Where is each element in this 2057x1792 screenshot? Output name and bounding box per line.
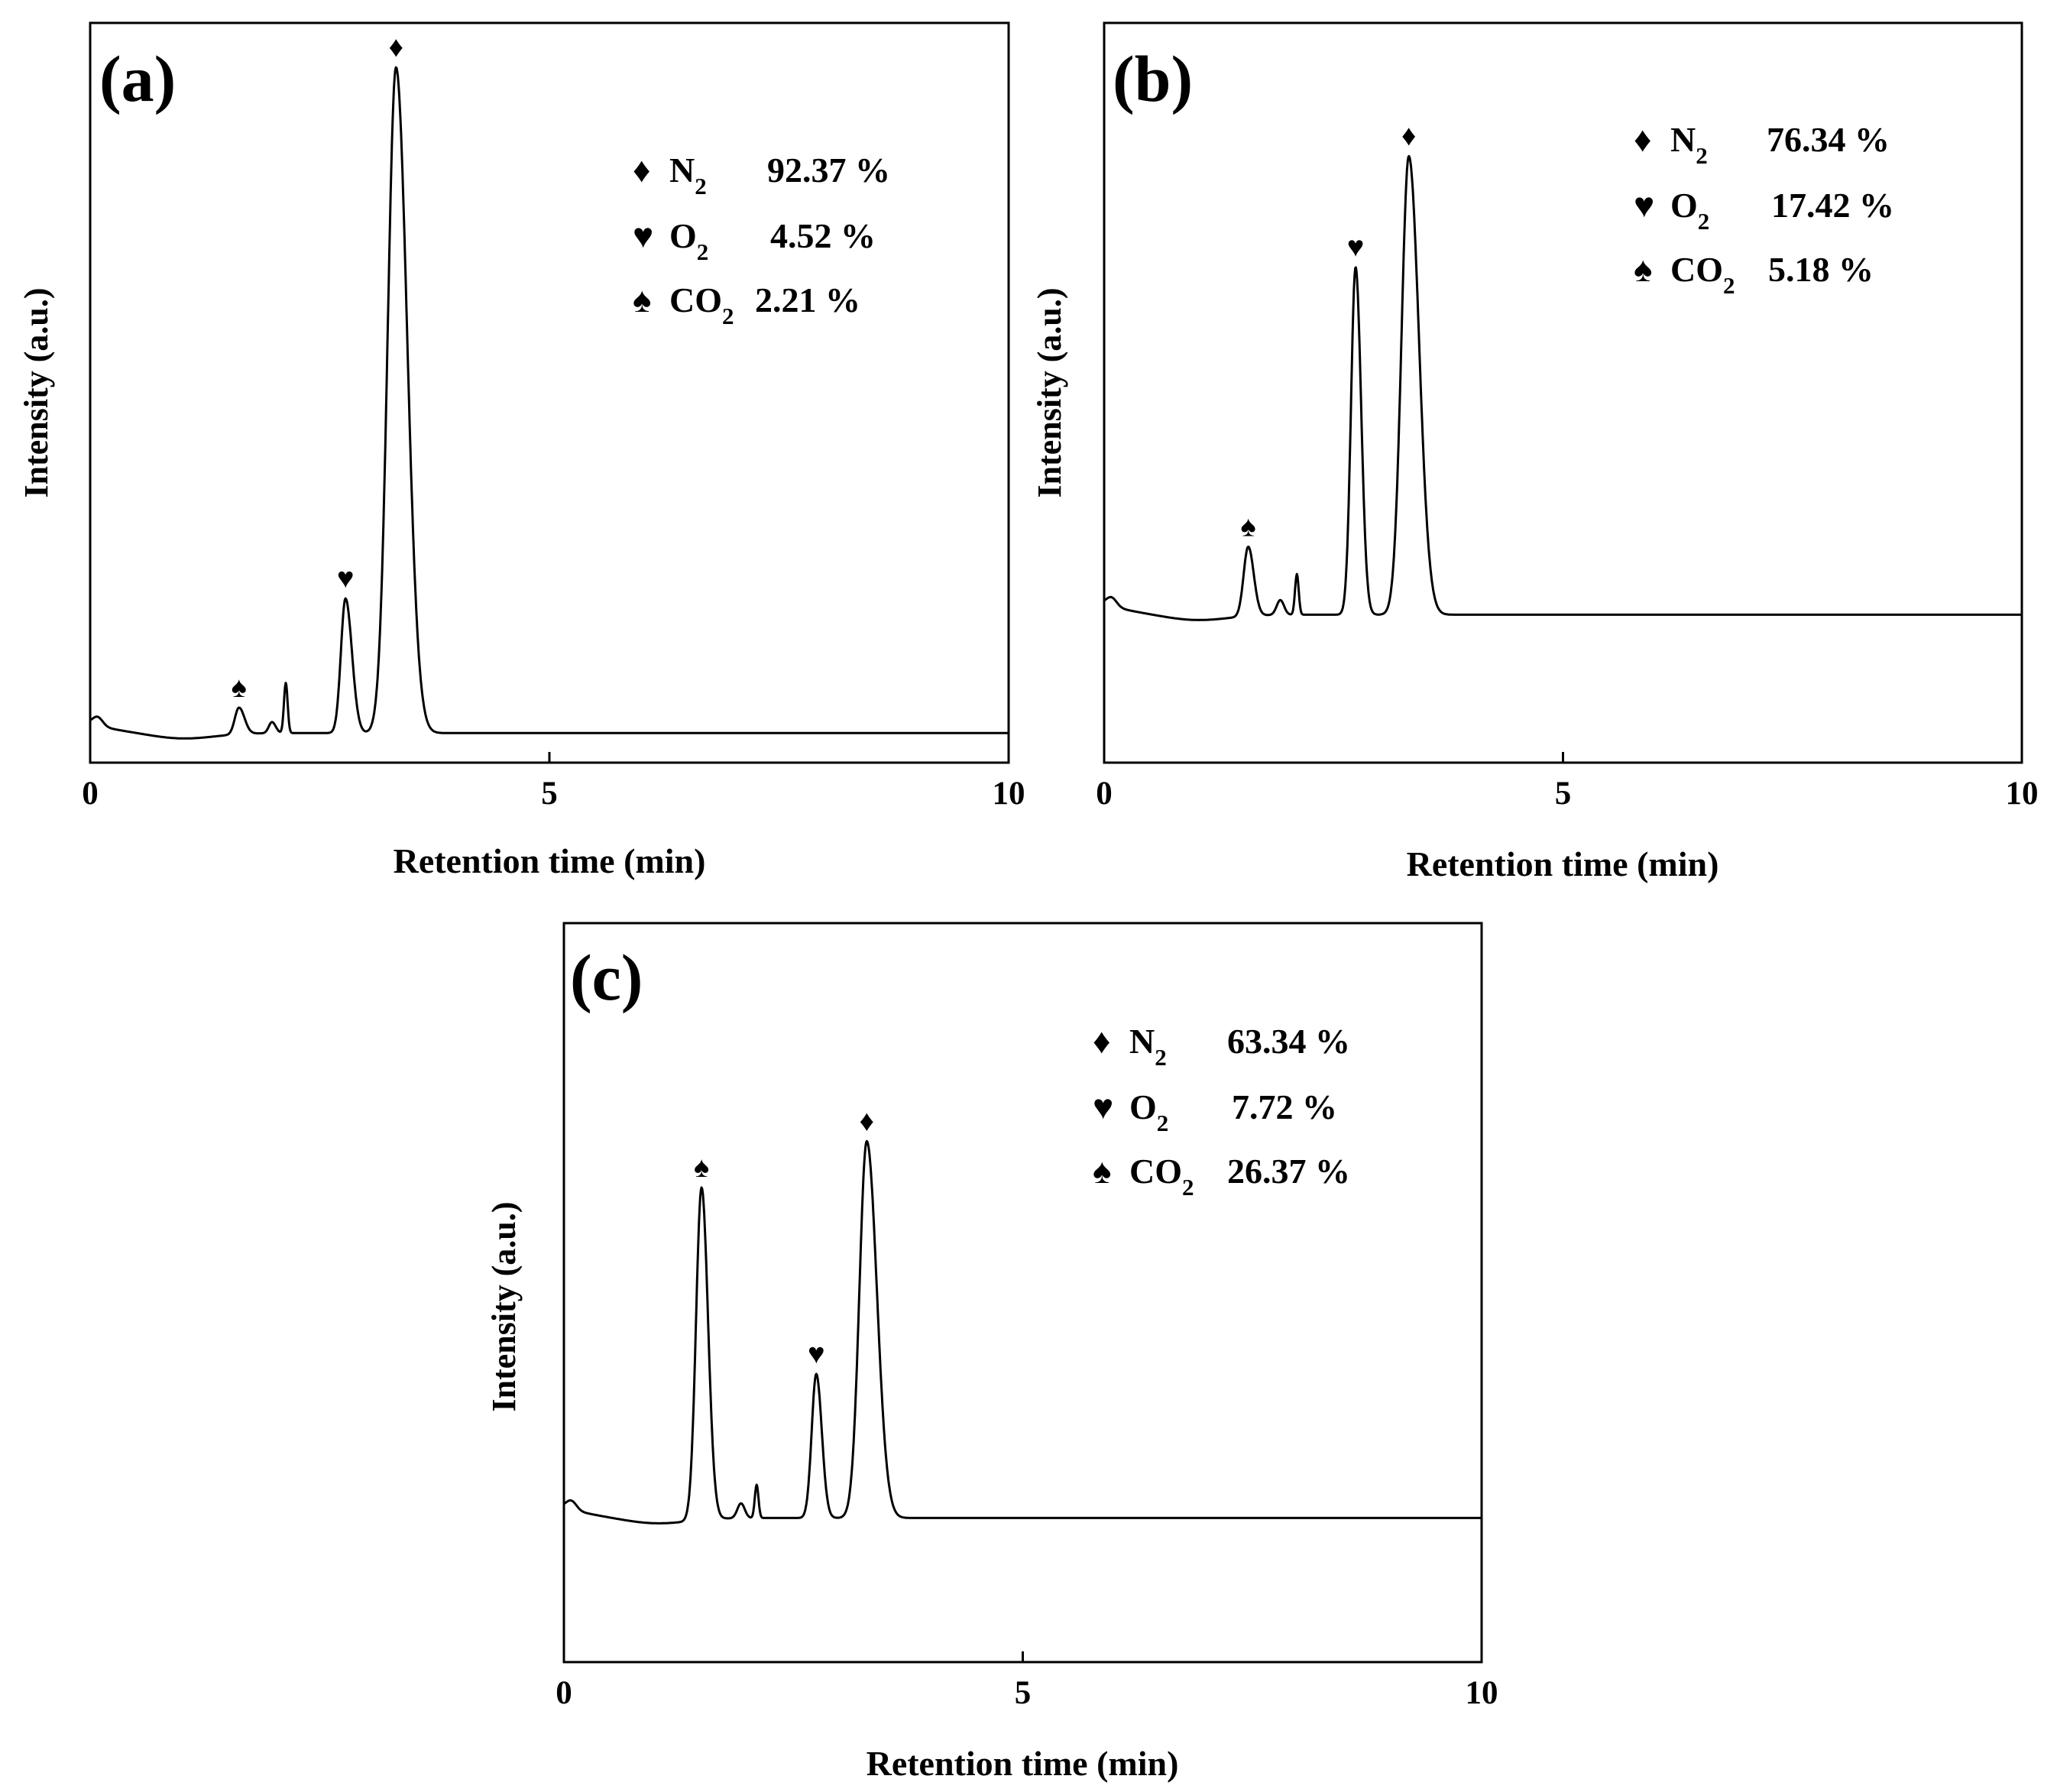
x-tick-label: 5 xyxy=(1015,1675,1032,1711)
y-axis-label: Intensity (a.u.) xyxy=(485,1201,523,1411)
chromatogram-trace xyxy=(89,66,1009,740)
legend-gas: CO2 xyxy=(669,280,734,329)
peak-marker-o2-icon: ♥ xyxy=(337,562,355,595)
x-tick-label: 10 xyxy=(993,776,1025,812)
legend-symbol-heart-icon: ♥ xyxy=(633,216,653,255)
legend-entry-co2: ♠ CO2 2.21 % xyxy=(633,280,860,329)
legend-symbol-spade-icon: ♠ xyxy=(633,280,651,319)
panel-label: (a) xyxy=(99,42,176,115)
legend-value: 26.37 % xyxy=(1227,1152,1350,1191)
legend: ♦ N2 76.34 % ♥ O2 17.42 % ♠ CO2 5.18 % xyxy=(1634,120,1894,299)
legend-entry-o2: ♥ O2 4.52 % xyxy=(633,216,876,265)
legend-symbol-heart-icon: ♥ xyxy=(1634,186,1654,225)
legend-gas: CO2 xyxy=(1129,1152,1194,1201)
chromatogram-trace xyxy=(1103,154,2023,621)
legend-entry-n2: ♦ N2 76.34 % xyxy=(1634,120,1890,169)
legend-value: 4.52 % xyxy=(770,216,876,255)
peak-markers: ♠ ♥ ♦ xyxy=(232,31,403,704)
legend-entry-co2: ♠ CO2 5.18 % xyxy=(1634,250,1874,299)
legend-gas: N2 xyxy=(1129,1022,1167,1071)
legend-symbol-diamond-icon: ♦ xyxy=(1093,1022,1110,1061)
legend-entry-o2: ♥ O2 7.72 % xyxy=(1093,1087,1337,1136)
legend-value: 2.21 % xyxy=(755,280,860,319)
x-axis-ticks: 0 5 10 xyxy=(82,752,1025,812)
peak-marker-o2-icon: ♥ xyxy=(808,1338,825,1370)
legend-entry-n2: ♦ N2 92.37 % xyxy=(633,151,890,199)
legend-gas: O2 xyxy=(1670,186,1709,235)
legend-symbol-spade-icon: ♠ xyxy=(1093,1152,1111,1191)
x-axis-ticks: 0 5 10 xyxy=(1096,752,2039,812)
legend-symbol-heart-icon: ♥ xyxy=(1093,1087,1113,1126)
x-axis-label: Retention time (min) xyxy=(867,1744,1179,1783)
legend-value: 17.42 % xyxy=(1771,186,1894,225)
panel-a: (a) 0 5 10 Retention time (min) Intensity … xyxy=(18,21,1025,880)
panel-c: (c) 0 5 10 Retention time (min) Intensity … xyxy=(485,922,1498,1783)
legend-symbol-spade-icon: ♠ xyxy=(1634,250,1652,289)
legend: ♦ N2 63.34 % ♥ O2 7.72 % ♠ CO2 26.37 % xyxy=(1093,1022,1350,1201)
peak-marker-n2-icon: ♦ xyxy=(389,31,403,63)
peak-marker-n2-icon: ♦ xyxy=(1401,120,1416,152)
x-axis-ticks: 0 5 10 xyxy=(556,1651,1498,1711)
legend-entry-o2: ♥ O2 17.42 % xyxy=(1634,186,1894,235)
plot-frame xyxy=(89,21,1010,764)
legend-gas: CO2 xyxy=(1670,250,1735,299)
x-axis-label: Retention time (min) xyxy=(394,841,706,880)
legend-symbol-diamond-icon: ♦ xyxy=(633,151,650,190)
panel-label: (c) xyxy=(570,941,643,1014)
peak-marker-co2-icon: ♠ xyxy=(1240,510,1255,543)
panel-label: (b) xyxy=(1113,42,1193,115)
x-tick-label: 5 xyxy=(1555,776,1572,812)
x-tick-label: 10 xyxy=(1466,1675,1498,1711)
peak-marker-co2-icon: ♠ xyxy=(232,672,247,704)
legend-value: 63.34 % xyxy=(1227,1022,1350,1061)
panel-b: (b) 0 5 10 Retention time (min) Intensity … xyxy=(1031,21,2039,883)
legend-value: 5.18 % xyxy=(1768,250,1874,289)
legend-value: 76.34 % xyxy=(1767,120,1890,159)
x-tick-label: 10 xyxy=(2006,776,2039,812)
y-axis-label: Intensity (a.u.) xyxy=(1031,287,1068,497)
legend-gas: N2 xyxy=(1670,120,1708,169)
legend-value: 7.72 % xyxy=(1232,1087,1337,1126)
legend-symbol-diamond-icon: ♦ xyxy=(1634,120,1651,159)
peak-marker-o2-icon: ♥ xyxy=(1347,231,1365,263)
peak-marker-co2-icon: ♠ xyxy=(694,1152,709,1184)
legend-entry-n2: ♦ N2 63.34 % xyxy=(1093,1022,1350,1071)
peak-marker-n2-icon: ♦ xyxy=(860,1105,874,1137)
chromatogram-trace xyxy=(563,1139,1482,1525)
x-tick-label: 0 xyxy=(556,1675,572,1711)
legend: ♦ N2 92.37 % ♥ O2 4.52 % ♠ CO2 2.21 % xyxy=(633,151,890,329)
y-axis-label: Intensity (a.u.) xyxy=(18,287,55,497)
x-tick-label: 5 xyxy=(541,776,558,812)
legend-entry-co2: ♠ CO2 26.37 % xyxy=(1093,1152,1350,1201)
legend-gas: N2 xyxy=(669,151,707,199)
x-tick-label: 0 xyxy=(82,776,99,812)
peak-markers: ♠ ♥ ♦ xyxy=(694,1105,874,1370)
legend-gas: O2 xyxy=(1129,1087,1168,1136)
legend-gas: O2 xyxy=(669,216,708,265)
x-axis-label: Retention time (min) xyxy=(1407,844,1719,883)
peak-markers: ♠ ♥ ♦ xyxy=(1240,120,1416,543)
legend-value: 92.37 % xyxy=(767,151,890,190)
x-tick-label: 0 xyxy=(1096,776,1113,812)
